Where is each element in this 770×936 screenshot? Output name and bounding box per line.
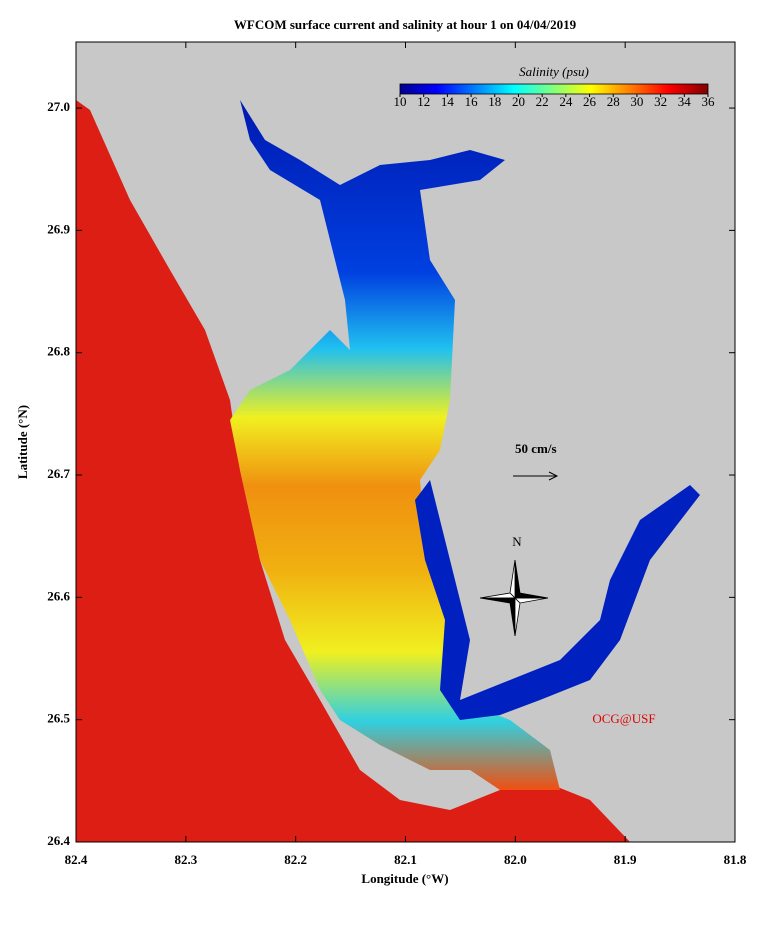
x-tick-label: 81.9 [614, 852, 637, 867]
colorbar-tick-label: 10 [394, 94, 407, 109]
y-tick-label: 26.8 [47, 344, 70, 359]
colorbar [399, 83, 709, 95]
colorbar-tick-label: 28 [607, 94, 620, 109]
colorbar-tick-label: 12 [417, 94, 430, 109]
colorbar-title: Salinity (psu) [519, 64, 589, 79]
compass-rose [479, 559, 549, 637]
x-tick-label: 82.1 [394, 852, 417, 867]
x-axis-label: Longitude (°W) [361, 871, 448, 886]
y-tick-label: 26.7 [47, 466, 70, 481]
colorbar-tick-label: 18 [488, 94, 501, 109]
colorbar-tick-label: 34 [678, 94, 692, 109]
colorbar-tick-label: 36 [702, 94, 716, 109]
x-tick-label: 82.2 [284, 852, 307, 867]
colorbar-tick-label: 30 [630, 94, 643, 109]
harbor-water [230, 100, 560, 790]
x-tick-label: 82.0 [504, 852, 527, 867]
y-tick-label: 26.5 [47, 711, 70, 726]
scale-label: 50 cm/s [515, 441, 557, 456]
y-axis-label: Latitude (°N) [15, 405, 30, 479]
north-label: N [512, 534, 522, 549]
title: WFCOM surface current and salinity at ho… [234, 17, 577, 32]
x-tick-label: 82.4 [65, 852, 88, 867]
colorbar-tick-label: 26 [583, 94, 597, 109]
colorbar-tick-label: 24 [559, 94, 573, 109]
river-water [415, 480, 700, 720]
scale-arrow [513, 471, 559, 481]
gulf-water [76, 100, 630, 842]
colorbar-tick-label: 32 [654, 94, 667, 109]
colorbar-tick-label: 22 [536, 94, 549, 109]
y-tick-label: 27.0 [47, 99, 70, 114]
x-tick-label: 82.3 [174, 852, 197, 867]
y-tick-label: 26.9 [47, 221, 70, 236]
y-tick-label: 26.6 [47, 588, 70, 603]
colorbar-tick-label: 14 [441, 94, 455, 109]
x-tick-label: 81.8 [724, 852, 747, 867]
credit: OCG@USF [592, 711, 655, 726]
colorbar-tick-label: 20 [512, 94, 525, 109]
colorbar-tick-label: 16 [465, 94, 479, 109]
y-tick-label: 26.4 [47, 833, 70, 848]
